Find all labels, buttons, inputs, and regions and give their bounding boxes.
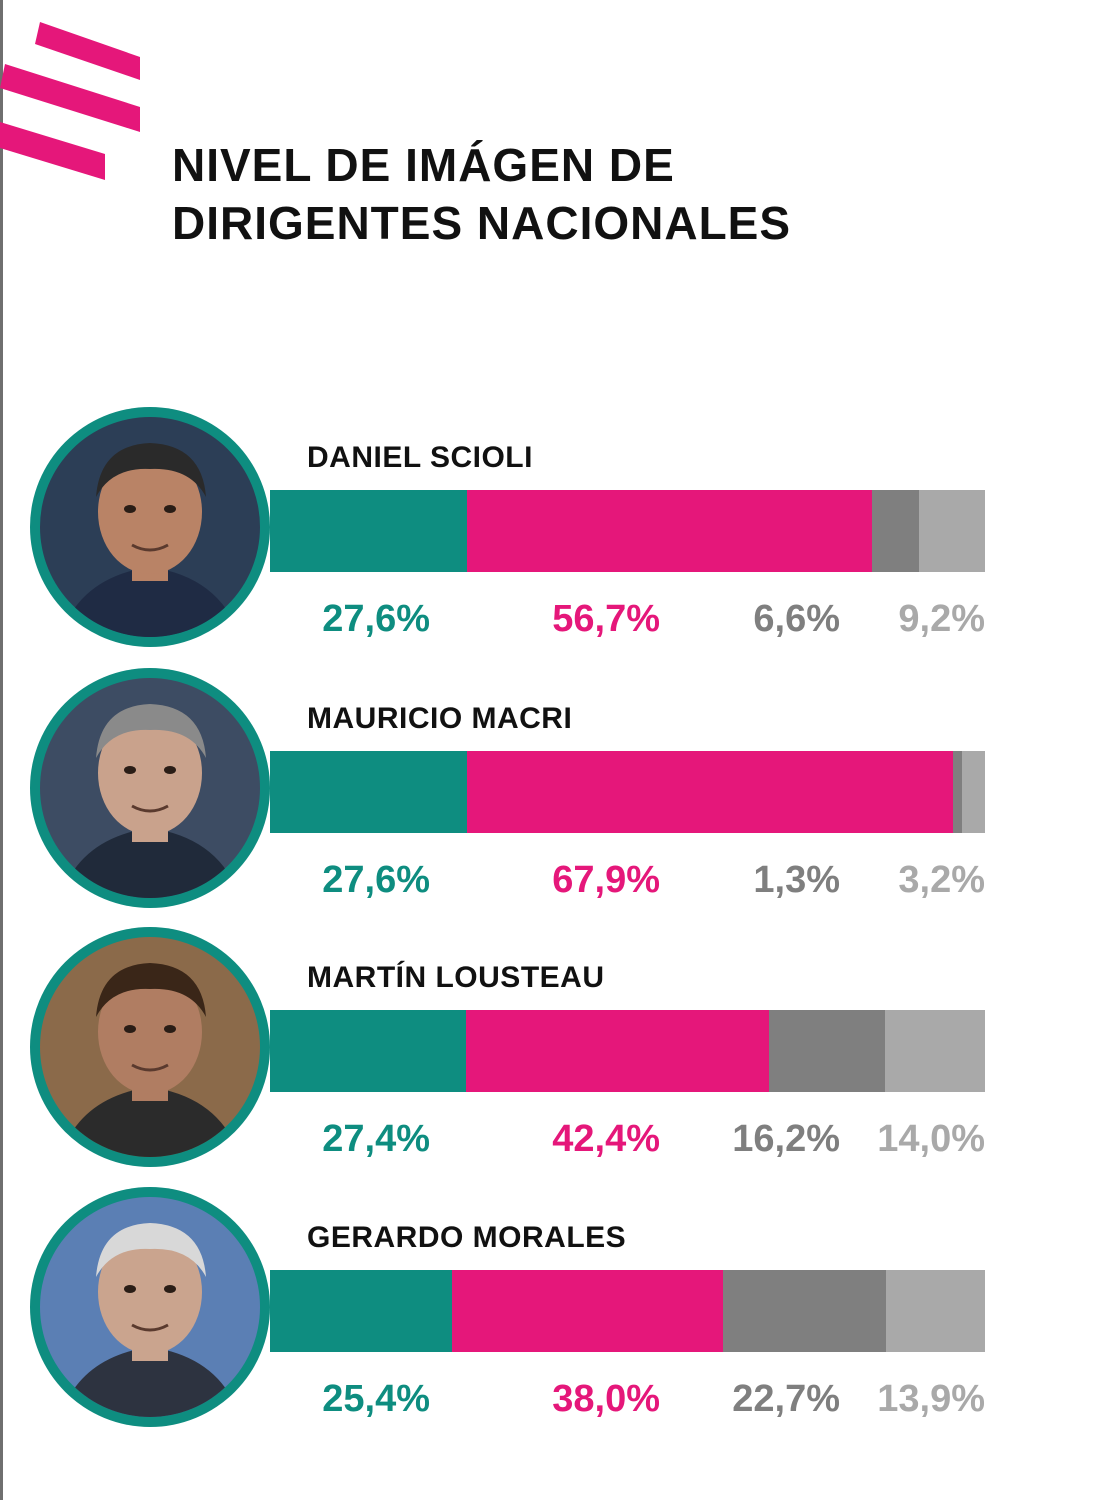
politician-name: GERARDO MORALES: [307, 1221, 627, 1254]
chart-row: MAURICIO MACRI 27,6% 67,9% 1,3% 3,2%: [0, 666, 1107, 926]
bar-segment-positive: [270, 751, 468, 833]
value-label-no-answer: 9,2%: [898, 598, 985, 640]
stacked-bar: [270, 1010, 985, 1092]
stacked-bar: [270, 1270, 985, 1352]
value-label-unknown: 16,2%: [732, 1118, 840, 1160]
avatar: [30, 1187, 270, 1427]
chart-row: MARTÍN LOUSTEAU 27,4% 42,4% 16,2% 14,0%: [0, 925, 1107, 1185]
bar-segment-unknown: [872, 490, 920, 572]
bar-segment-unknown: [952, 751, 963, 833]
portrait-image: [40, 678, 260, 898]
value-label-negative: 38,0%: [552, 1378, 660, 1420]
bar-segment-unknown: [769, 1010, 885, 1092]
bar-segment-unknown: [723, 1270, 886, 1352]
portrait-image: [40, 1197, 260, 1417]
politician-name: MAURICIO MACRI: [307, 702, 573, 735]
value-label-positive: 25,4%: [322, 1378, 430, 1420]
value-label-positive: 27,6%: [322, 859, 430, 901]
value-label-negative: 67,9%: [552, 859, 660, 901]
politician-name: MARTÍN LOUSTEAU: [307, 961, 605, 994]
bar-segment-positive: [270, 1010, 466, 1092]
bar-segment-negative: [465, 1010, 770, 1092]
bar-segment-no-answer: [885, 1270, 985, 1352]
chart-title: NIVEL DE IMÁGEN DE DIRIGENTES NACIONALES: [172, 136, 791, 252]
politician-name: DANIEL SCIOLI: [307, 441, 533, 474]
title-line-1: NIVEL DE IMÁGEN DE: [172, 139, 675, 191]
portrait-image: [40, 417, 260, 637]
chart-row: DANIEL SCIOLI 27,6% 56,7% 6,6% 9,2%: [0, 405, 1107, 665]
value-label-negative: 42,4%: [552, 1118, 660, 1160]
value-label-no-answer: 3,2%: [898, 859, 985, 901]
value-label-no-answer: 13,9%: [877, 1378, 985, 1420]
bar-segment-no-answer: [962, 751, 985, 833]
value-label-positive: 27,4%: [322, 1118, 430, 1160]
value-label-unknown: 1,3%: [753, 859, 840, 901]
value-label-positive: 27,6%: [322, 598, 430, 640]
stacked-bar: [270, 490, 985, 572]
value-label-unknown: 22,7%: [732, 1378, 840, 1420]
value-label-no-answer: 14,0%: [877, 1118, 985, 1160]
portrait-image: [40, 937, 260, 1157]
value-label-unknown: 6,6%: [753, 598, 840, 640]
stacked-bar: [270, 751, 985, 833]
brand-logo-icon: [0, 22, 140, 180]
bar-segment-negative: [467, 751, 953, 833]
title-line-2: DIRIGENTES NACIONALES: [172, 197, 792, 249]
value-label-negative: 56,7%: [552, 598, 660, 640]
bar-segment-positive: [270, 490, 468, 572]
bar-segment-no-answer: [884, 1010, 985, 1092]
avatar: [30, 407, 270, 647]
chart-row: GERARDO MORALES 25,4% 38,0% 22,7% 13,9%: [0, 1185, 1107, 1445]
left-rule: [0, 0, 3, 1500]
bar-segment-negative: [451, 1270, 724, 1352]
avatar: [30, 927, 270, 1167]
bar-segment-positive: [270, 1270, 452, 1352]
bar-segment-negative: [467, 490, 873, 572]
bar-segment-no-answer: [919, 490, 985, 572]
avatar: [30, 668, 270, 908]
